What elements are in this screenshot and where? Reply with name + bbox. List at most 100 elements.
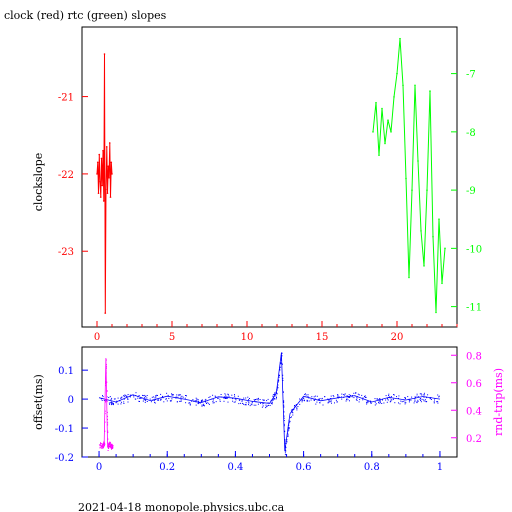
data-point-offset — [303, 397, 305, 399]
data-point-offset — [393, 394, 395, 396]
data-point-offset — [302, 399, 304, 401]
data-point-offset — [171, 398, 173, 400]
data-point-offset — [364, 397, 366, 398]
data-point-clock — [108, 176, 110, 179]
data-point-offset — [292, 412, 294, 414]
data-point-offset — [272, 399, 274, 401]
data-point-clock — [96, 173, 98, 175]
data-point-offset — [226, 396, 228, 398]
data-point-offset — [356, 397, 358, 399]
data-point-offset — [263, 399, 265, 401]
data-point-offset — [123, 398, 125, 400]
data-point-offset — [278, 376, 280, 378]
data-point-offset — [295, 405, 297, 406]
data-point-rnd-trip — [105, 370, 107, 372]
data-point-offset — [404, 398, 406, 400]
data-point-rnd-trip — [112, 447, 114, 449]
data-point-offset — [389, 397, 391, 399]
data-point-offset — [232, 398, 234, 400]
data-point-offset — [275, 393, 277, 395]
data-point-offset — [390, 400, 392, 402]
data-point-offset — [370, 401, 372, 403]
data-point-offset — [404, 397, 406, 399]
data-point-offset — [120, 403, 122, 405]
data-point-offset — [152, 400, 154, 401]
data-point-rnd-trip — [105, 375, 107, 377]
data-point-offset — [214, 395, 216, 397]
data-point-offset — [437, 394, 439, 396]
data-point-offset — [227, 401, 229, 403]
data-point-rtc — [417, 160, 419, 162]
data-point-offset — [256, 398, 258, 400]
data-point-rnd-trip — [107, 446, 109, 448]
data-point-offset — [275, 391, 277, 393]
data-point-offset — [105, 400, 107, 402]
data-point-offset — [160, 393, 162, 395]
data-point-offset — [341, 393, 343, 395]
data-point-clock — [102, 200, 105, 202]
data-point-offset — [228, 395, 230, 397]
data-point-offset — [390, 397, 392, 399]
data-point-offset — [207, 402, 209, 404]
data-point-offset — [111, 397, 113, 399]
data-point-rnd-trip — [107, 424, 109, 426]
data-point-offset — [347, 396, 349, 398]
data-point-rnd-trip — [108, 446, 110, 448]
y2-tick-label: -10 — [466, 244, 482, 255]
data-point-offset — [426, 397, 428, 399]
x-tick-label: 20 — [391, 332, 404, 343]
data-point-offset — [330, 395, 332, 397]
data-point-offset — [292, 414, 294, 416]
data-point-offset — [189, 402, 191, 404]
data-point-rnd-trip — [107, 430, 109, 432]
data-point-offset — [291, 416, 292, 418]
data-point-rnd-trip — [110, 446, 112, 448]
data-point-offset — [287, 434, 289, 436]
data-point-rnd-trip — [105, 401, 106, 403]
data-point-offset — [348, 397, 350, 398]
data-point-offset — [316, 395, 318, 397]
data-point-rnd-trip — [105, 376, 107, 378]
data-point-offset — [417, 401, 419, 402]
data-point-offset — [290, 417, 292, 419]
data-point-offset — [202, 400, 204, 402]
data-point-offset — [377, 399, 379, 401]
data-point-offset — [243, 397, 245, 399]
data-point-offset — [330, 400, 332, 402]
data-point-offset — [307, 395, 309, 397]
data-point-offset — [117, 397, 119, 399]
data-point-offset — [423, 394, 425, 396]
data-point-offset — [267, 398, 269, 400]
data-point-offset — [421, 398, 423, 400]
data-point-offset — [425, 401, 427, 403]
data-point-offset — [127, 394, 129, 395]
data-point-offset — [225, 398, 227, 399]
data-point-rnd-trip — [111, 444, 113, 446]
data-point-offset — [146, 395, 148, 396]
data-point-offset — [337, 395, 339, 397]
y2-tick-label: -8 — [466, 128, 476, 139]
data-point-rtc — [420, 230, 422, 232]
data-point-offset — [133, 394, 135, 396]
data-point-offset — [385, 399, 387, 401]
y2-tick-label: 0.2 — [466, 434, 482, 445]
data-point-rnd-trip — [108, 445, 110, 447]
data-point-offset — [282, 391, 284, 393]
data-point-offset — [251, 402, 253, 404]
data-point-offset — [430, 397, 432, 398]
data-point-offset — [284, 448, 286, 450]
data-point-offset — [123, 403, 125, 404]
data-point-offset — [370, 403, 372, 404]
offset-series — [98, 352, 441, 456]
data-point-offset — [123, 395, 125, 397]
data-point-offset — [111, 402, 113, 403]
data-point-offset — [279, 369, 281, 371]
data-point-offset — [438, 395, 440, 397]
data-point-rnd-trip — [103, 445, 105, 446]
data-point-offset — [195, 400, 197, 402]
data-point-offset — [281, 359, 282, 361]
slopes-series — [96, 37, 446, 314]
data-point-offset — [176, 394, 178, 396]
data-point-offset — [296, 407, 298, 409]
data-point-offset — [283, 425, 285, 427]
